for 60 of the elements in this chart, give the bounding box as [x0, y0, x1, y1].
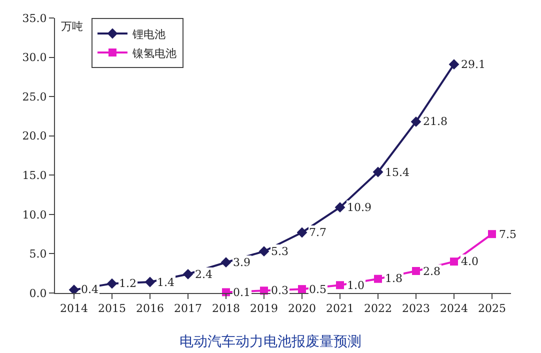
y-tick-label: 10.0 — [22, 208, 47, 222]
point — [296, 227, 308, 238]
point — [412, 267, 420, 275]
y-tick-label: 30.0 — [22, 51, 47, 64]
x-tick-label: 2014 — [60, 302, 88, 316]
point — [488, 230, 496, 238]
text: 电动汽车动力电池报废量预测 — [180, 334, 362, 350]
point — [258, 246, 270, 257]
point — [334, 202, 346, 213]
data-label: 0.1 — [233, 286, 250, 299]
x-tick-label: 2025 — [478, 302, 506, 316]
y-tick-label: 25.0 — [22, 90, 47, 104]
data-label: 1.0 — [347, 279, 364, 292]
data-label: 1.8 — [385, 272, 402, 285]
x-tick-label: 2024 — [440, 302, 468, 316]
point — [68, 284, 80, 296]
data-label: 3.9 — [233, 256, 250, 269]
point — [220, 257, 232, 268]
legend-label: 镍氢电池 — [131, 46, 176, 60]
point — [182, 268, 194, 280]
data-label: 2.8 — [423, 265, 440, 278]
data-label: 0.4 — [81, 283, 98, 296]
data-label: 1.2 — [119, 277, 136, 290]
x-tick-label: 2016 — [136, 302, 164, 316]
data-label: 7.7 — [309, 226, 326, 239]
point — [298, 285, 306, 294]
data-label: 0.5 — [309, 283, 326, 296]
point — [410, 116, 422, 127]
x-tick-label: 2021 — [326, 302, 354, 316]
data-label: 1.4 — [157, 276, 174, 289]
point — [448, 59, 460, 70]
x-tick-label: 2018 — [212, 302, 240, 316]
data-label: 7.5 — [499, 228, 516, 241]
y-tick-label: 15.0 — [22, 168, 47, 182]
y-tick-label: 35.0 — [22, 12, 47, 25]
x-tick-label: 2017 — [174, 302, 202, 316]
data-label: 29.1 — [461, 58, 486, 71]
y-tick-label: 5.0 — [29, 248, 47, 261]
point — [106, 278, 118, 289]
data-label: 21.8 — [423, 115, 448, 128]
point — [144, 276, 156, 288]
y-axis-title: 万吨 — [61, 20, 83, 33]
x-tick-label: 2015 — [98, 302, 126, 316]
point — [374, 274, 382, 283]
y-tick-label: 20.0 — [22, 130, 47, 143]
x-tick-label: 2019 — [250, 302, 278, 316]
data-label: 2.4 — [195, 268, 212, 281]
data-label: 0.3 — [271, 284, 288, 297]
point — [450, 258, 458, 266]
y-tick-label: 0.0 — [29, 286, 47, 300]
data-label: 5.3 — [271, 245, 288, 258]
data-label: 10.9 — [347, 201, 372, 214]
legend-label: 锂电池 — [131, 28, 166, 41]
data-label: 4.0 — [461, 255, 478, 268]
data-label: 15.4 — [385, 166, 410, 179]
x-tick-label: 2023 — [402, 302, 430, 316]
point — [336, 281, 344, 290]
x-tick-label: 2020 — [288, 302, 316, 316]
x-tick-label: 2022 — [364, 302, 392, 316]
point — [372, 166, 384, 178]
